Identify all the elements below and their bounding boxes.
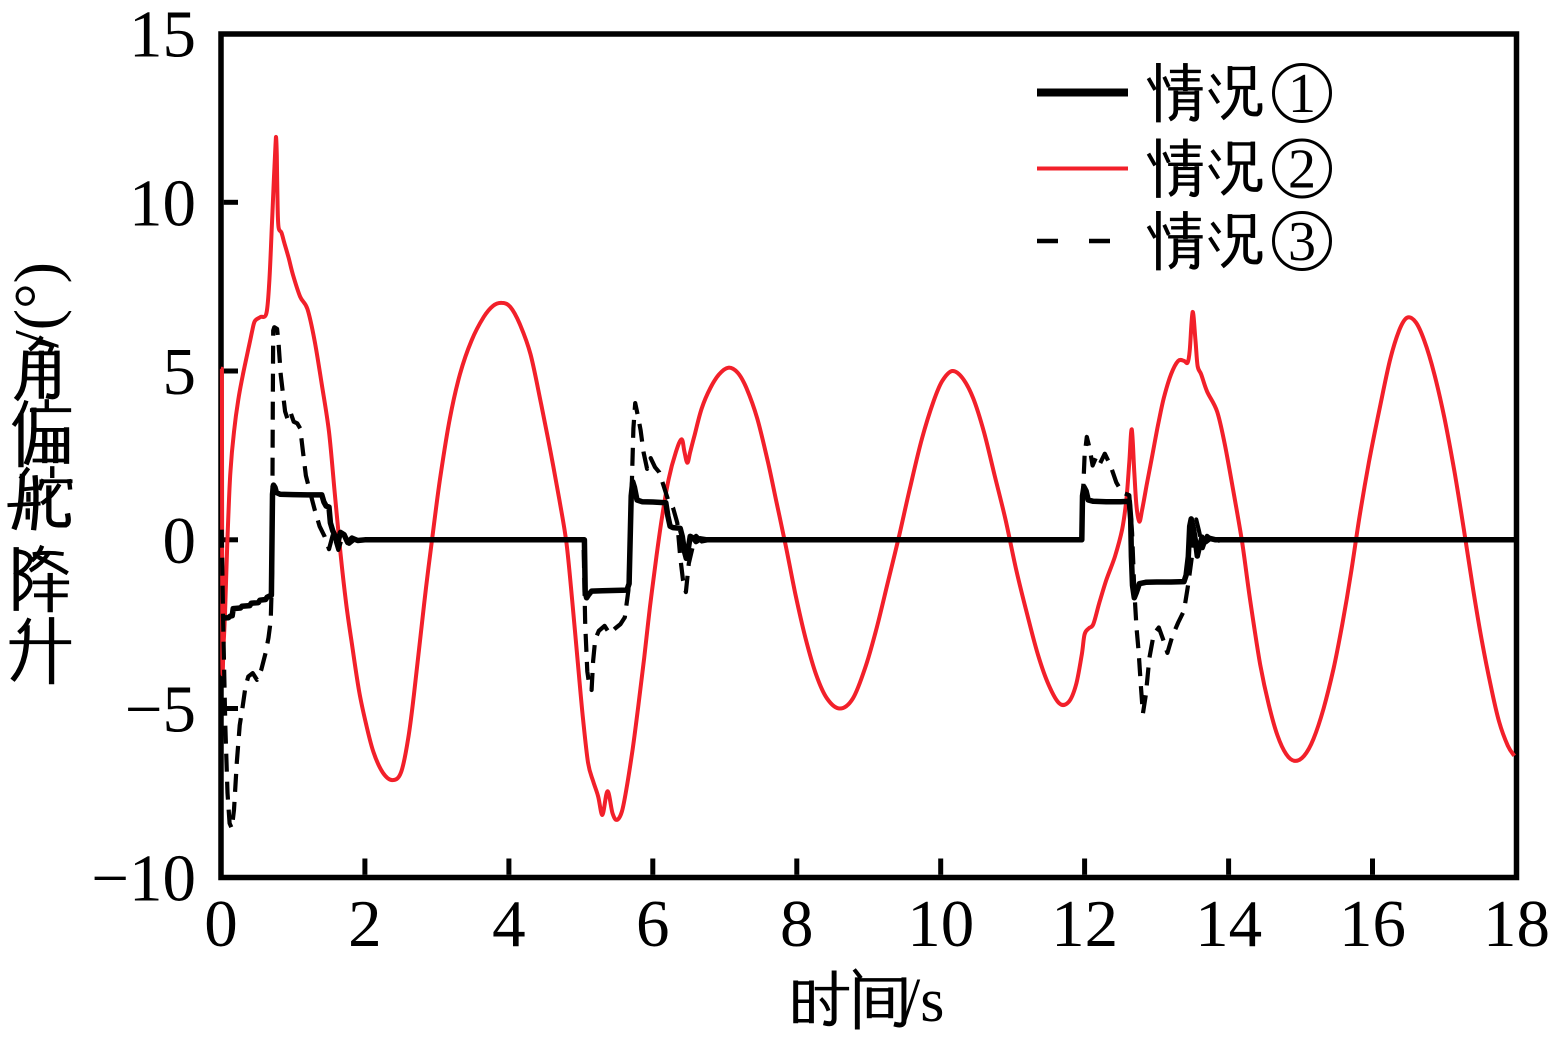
svg-text:0: 0 [163,504,197,578]
svg-text:5: 5 [163,335,197,409]
svg-text:16: 16 [1339,887,1406,961]
svg-text:6: 6 [636,887,670,961]
svg-text:/s: /s [903,967,944,1035]
svg-text:−5: −5 [125,673,196,747]
svg-text:1: 1 [1288,63,1316,125]
svg-text:2: 2 [1288,139,1316,201]
svg-text:10: 10 [907,887,974,961]
svg-text:−10: −10 [91,841,196,915]
svg-text:4: 4 [492,887,526,961]
svg-text:3: 3 [1288,211,1316,273]
svg-text:2: 2 [348,887,382,961]
svg-text:0: 0 [204,887,238,961]
svg-text:12: 12 [1051,887,1118,961]
svg-text:18: 18 [1483,887,1550,961]
svg-text:/(°): /(°) [1,262,72,348]
svg-text:15: 15 [129,0,196,72]
svg-text:14: 14 [1195,887,1262,961]
svg-text:10: 10 [129,166,196,240]
svg-text:8: 8 [780,887,814,961]
